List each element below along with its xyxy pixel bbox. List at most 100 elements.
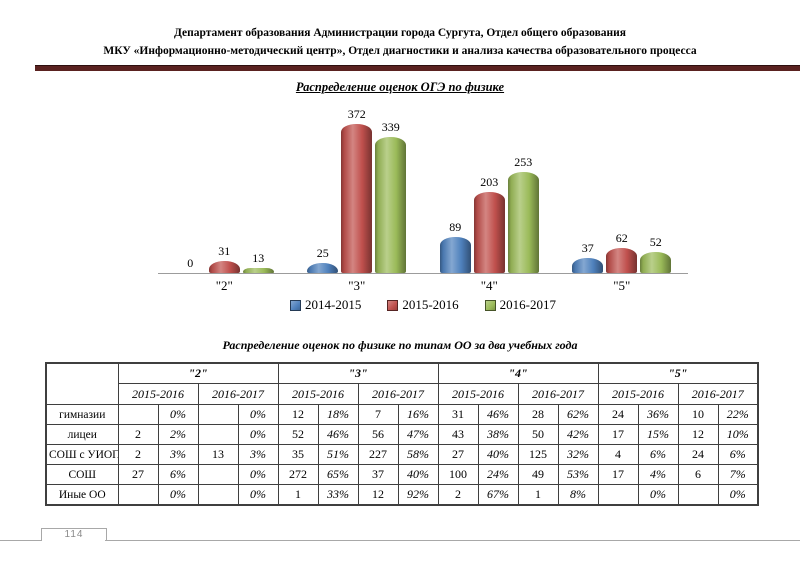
percent-cell: 38% [477, 424, 519, 445]
chart-category-group: 37 62 52 "5" [556, 110, 689, 293]
bar-value-label: 25 [316, 246, 329, 260]
percent-cell: 36% [637, 404, 679, 425]
percent-cell: 6% [157, 464, 199, 485]
bar-2015-2016: 203 [473, 175, 505, 273]
bar-value-label: 31 [218, 244, 231, 258]
count-cell: 227 [357, 444, 399, 465]
percent-cell: 51% [317, 444, 359, 465]
count-cell: 272 [277, 464, 319, 485]
percent-cell: 0% [237, 404, 279, 425]
percent-cell: 24% [477, 464, 519, 485]
bar-value-label: 62 [615, 231, 628, 245]
percent-cell: 58% [397, 444, 439, 465]
category-axis-label: "2" [215, 278, 233, 293]
percent-cell: 42% [557, 424, 599, 445]
row-label: СОШ [45, 464, 119, 485]
year-header: 2015-2016 [597, 383, 679, 405]
bar-value-label: 89 [449, 220, 462, 234]
percent-cell: 0% [237, 464, 279, 485]
percent-cell: 15% [637, 424, 679, 445]
year-header: 2016-2017 [677, 383, 759, 405]
bar-2016-2017: 13 [242, 251, 274, 273]
page-number-tab: 114 [41, 528, 107, 541]
count-cell: 49 [517, 464, 559, 485]
bar-2016-2017: 253 [507, 155, 539, 273]
percent-cell: 0% [157, 404, 199, 425]
count-cell [597, 484, 639, 506]
chart-category-group: 0 31 13 "2" [158, 110, 291, 293]
row-label: лицеи [45, 424, 119, 445]
percent-cell: 53% [557, 464, 599, 485]
count-cell: 31 [437, 404, 479, 425]
legend-item: 2016-2017 [484, 297, 556, 313]
chart-category-group: 89 203 253 "4" [423, 110, 556, 293]
count-cell: 4 [597, 444, 639, 465]
year-header: 2016-2017 [517, 383, 599, 405]
year-header: 2015-2016 [437, 383, 519, 405]
percent-cell: 6% [717, 444, 759, 465]
count-cell: 50 [517, 424, 559, 445]
footer-rule-right [105, 540, 800, 541]
bar-2016-2017: 52 [640, 235, 672, 273]
table-row: лицеи 2 2% 0% 52 46% 56 47% 43 38% 50 42% 17 15% 12 10% [45, 424, 759, 445]
row-label: СОШ с УИОП [45, 444, 119, 465]
count-cell [677, 484, 719, 506]
grades-table: "2" "3" "4" "5" 2015-2016 2016-2017 2015-2016 2… [45, 362, 760, 506]
percent-cell: 22% [717, 404, 759, 425]
percent-cell: 46% [317, 424, 359, 445]
table-title: Распределение оценок по физике по типам … [222, 338, 578, 352]
bar-value-label: 52 [649, 235, 662, 249]
chart-plot: 0 31 13 "2" 25 372 339 "3" 89 203 253 "4" 37 62 52 "5" [158, 107, 689, 293]
bar-2014-2015: 37 [572, 241, 604, 273]
chart-title: Распределение оценок ОГЭ по физике [295, 80, 505, 94]
category-axis-label: "3" [348, 278, 366, 293]
legend-item: 2015-2016 [387, 297, 459, 313]
legend-swatch-icon [484, 299, 496, 311]
percent-cell: 40% [397, 464, 439, 485]
row-label: гимназии [45, 404, 119, 425]
percent-cell: 2% [157, 424, 199, 445]
bar-2014-2015: 25 [307, 246, 339, 273]
percent-cell: 46% [477, 404, 519, 425]
count-cell: 2 [437, 484, 479, 506]
count-cell [197, 424, 239, 445]
count-cell [197, 404, 239, 425]
table-row: Иные ОО 0% 0% 1 33% 12 92% 2 67% 1 8% 0% 0% [45, 484, 759, 506]
table-corner-cell [45, 362, 119, 405]
percent-cell: 92% [397, 484, 439, 506]
table-body: гимназии 0% 0% 12 18% 7 16% 31 46% 28 62% 24 36% 10 22… [45, 404, 759, 506]
legend-swatch-icon [289, 299, 301, 311]
count-cell: 37 [357, 464, 399, 485]
percent-cell: 0% [717, 484, 759, 506]
percent-cell: 47% [397, 424, 439, 445]
document-header: Департамент образования Администрации го… [0, 24, 800, 60]
percent-cell: 6% [637, 444, 679, 465]
count-cell: 13 [197, 444, 239, 465]
percent-cell: 32% [557, 444, 599, 465]
legend-swatch-icon [387, 299, 399, 311]
count-cell: 35 [277, 444, 319, 465]
chart-category-group: 25 372 339 "3" [291, 107, 424, 293]
grade-group-header: "5" [597, 362, 759, 384]
bar-value-label: 372 [347, 107, 366, 121]
count-cell: 28 [517, 404, 559, 425]
count-cell [197, 464, 239, 485]
year-header: 2016-2017 [197, 383, 279, 405]
count-cell: 52 [277, 424, 319, 445]
footer-rule-left [0, 540, 41, 541]
header-line-1: Департамент образования Администрации го… [173, 27, 627, 39]
percent-cell: 3% [157, 444, 199, 465]
table-head: "2" "3" "4" "5" 2015-2016 2016-2017 2015-2016 2… [45, 362, 759, 405]
grade-group-header: "4" [437, 362, 599, 384]
percent-cell: 65% [317, 464, 359, 485]
count-cell [197, 484, 239, 506]
percent-cell: 0% [237, 484, 279, 506]
bar-value-label: 13 [252, 251, 265, 265]
category-axis-label: "4" [480, 278, 498, 293]
count-cell [117, 484, 159, 506]
bar-value-label: 37 [581, 241, 594, 255]
grade-group-header: "3" [277, 362, 439, 384]
percent-cell: 3% [237, 444, 279, 465]
count-cell: 125 [517, 444, 559, 465]
bar-2015-2016: 62 [606, 231, 638, 273]
